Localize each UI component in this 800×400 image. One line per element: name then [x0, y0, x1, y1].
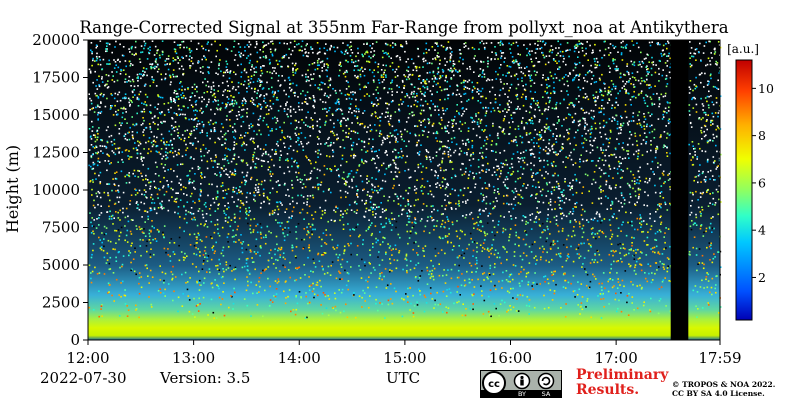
y-tick-label: 15000 — [32, 106, 80, 124]
sa-icon — [537, 372, 555, 390]
colorbar-tick-label: 2 — [758, 270, 766, 285]
colorbar-ticks: 2 4 6 8 10 — [752, 81, 774, 285]
colorbar: [a.u.] 2 4 6 8 10 — [727, 42, 774, 321]
y-tick-label: 5000 — [42, 256, 80, 274]
copyright-line-1: © TROPOS & NOA 2022. — [672, 380, 776, 389]
x-tick-label: 16:00 — [489, 349, 532, 367]
footer-date: 2022-07-30 — [40, 369, 127, 387]
x-tick-label: 15:00 — [383, 349, 426, 367]
footer-timezone: UTC — [386, 369, 421, 387]
y-tick-label: 20000 — [32, 31, 80, 49]
colorbar-gradient — [735, 59, 753, 321]
x-tick-label: 14:00 — [278, 349, 321, 367]
x-tick-label: 17:00 — [595, 349, 638, 367]
plot-background — [88, 40, 720, 340]
no-data-gap — [670, 40, 689, 340]
colorbar-tick-label: 4 — [758, 223, 766, 238]
cc-license-badge: cc BY SA — [480, 370, 562, 398]
badge-by-text: BY — [518, 390, 526, 398]
x-axis: 12:00 13:00 14:00 15:00 16:00 17:00 17:59 — [66, 340, 742, 367]
y-tick-label: 17500 — [32, 69, 80, 87]
preliminary-results-note: Preliminary Results. — [576, 368, 668, 398]
x-tick-label: 13:00 — [172, 349, 215, 367]
x-tick-label: 12:00 — [66, 349, 109, 367]
colorbar-tick-label: 6 — [758, 175, 766, 190]
badge-sa-text: SA — [542, 390, 551, 398]
chart-title: Range-Corrected Signal at 355nm Far-Rang… — [79, 18, 728, 37]
y-axis-label: Height (m) — [3, 145, 22, 233]
colorbar-label: [a.u.] — [727, 42, 759, 56]
colorbar-tick-label: 10 — [758, 81, 774, 96]
copyright-line-2: CC BY SA 4.0 License. — [672, 389, 765, 398]
x-tick-label: 17:59 — [698, 349, 741, 367]
copyright-note: © TROPOS & NOA 2022. CC BY SA 4.0 Licens… — [672, 380, 775, 398]
footer-version: Version: 3.5 — [160, 369, 251, 387]
y-tick-label: 12500 — [32, 144, 80, 162]
plot-area — [87, 39, 722, 341]
y-tick-label: 0 — [70, 331, 80, 349]
preliminary-line-2: Results. — [576, 382, 640, 398]
y-axis: 0 2500 5000 7500 10000 12500 15000 17500 20000 — [32, 31, 88, 349]
y-tick-label: 7500 — [42, 219, 80, 237]
y-tick-label: 2500 — [42, 294, 80, 312]
cc-icon — [482, 371, 506, 395]
colorbar-tick-label: 8 — [758, 128, 766, 143]
preliminary-line-1: Preliminary — [576, 367, 669, 383]
signal-noise-field — [88, 40, 722, 319]
y-tick-label: 10000 — [32, 181, 80, 199]
